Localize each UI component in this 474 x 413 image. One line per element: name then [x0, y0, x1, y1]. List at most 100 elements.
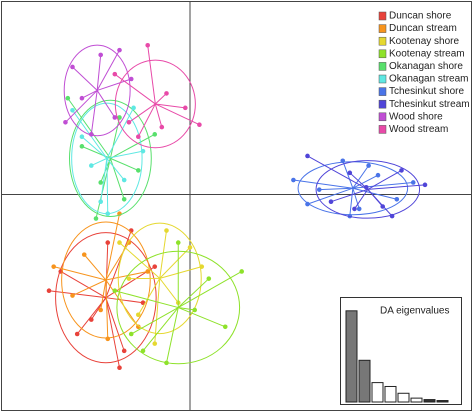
legend-label: Tchesinkut shore — [389, 86, 464, 97]
spoke — [342, 160, 354, 189]
spoke — [352, 188, 360, 210]
spoke — [142, 307, 179, 352]
spoke — [105, 297, 144, 304]
point — [126, 119, 132, 125]
point — [199, 264, 205, 269]
point — [136, 134, 141, 140]
point — [328, 199, 334, 204]
point — [164, 91, 169, 96]
bar — [397, 392, 410, 403]
point — [98, 180, 103, 185]
spoke — [110, 157, 139, 171]
legend-swatch — [378, 74, 387, 84]
spoke — [137, 103, 156, 137]
point — [305, 153, 310, 159]
spoke — [105, 297, 120, 368]
point — [65, 95, 71, 101]
spoke — [119, 242, 161, 279]
legend-swatch — [378, 99, 387, 109]
legend-swatch — [378, 36, 387, 46]
spoke — [178, 307, 195, 311]
spoke — [60, 271, 107, 299]
point — [98, 52, 103, 58]
point — [89, 163, 94, 168]
point — [121, 177, 127, 183]
spoke — [154, 103, 163, 128]
legend-label: Duncan stream — [389, 23, 457, 34]
spoke — [352, 187, 397, 200]
legend-swatch — [378, 112, 387, 122]
point — [126, 276, 132, 281]
spoke — [137, 278, 161, 316]
point — [197, 122, 202, 127]
spoke — [83, 254, 107, 281]
point — [79, 144, 85, 149]
spoke — [106, 158, 109, 214]
point — [51, 264, 56, 269]
legend-label: Kootenay shore — [389, 36, 459, 47]
point — [375, 172, 381, 178]
point — [112, 71, 118, 77]
inset-title: DA eigenvalues — [380, 306, 450, 317]
point — [183, 105, 188, 111]
spoke — [293, 179, 353, 189]
spoke — [81, 89, 98, 99]
spoke — [114, 290, 179, 309]
spoke — [53, 266, 107, 281]
legend-swatch — [378, 87, 387, 96]
ellipse — [55, 232, 157, 364]
point — [239, 269, 244, 274]
point — [291, 177, 296, 183]
point — [128, 76, 134, 82]
point — [121, 196, 127, 202]
legend-label: Kootenay stream — [389, 48, 465, 59]
spoke — [159, 230, 167, 279]
ellipse — [68, 99, 152, 218]
spoke — [367, 184, 426, 190]
point — [187, 245, 193, 250]
point — [74, 331, 80, 337]
point — [394, 196, 400, 202]
point — [46, 288, 52, 294]
legend-label: Wood stream — [389, 124, 448, 135]
spoke — [67, 97, 111, 159]
spoke — [330, 188, 368, 203]
point — [136, 168, 141, 173]
point — [98, 307, 103, 313]
spoke — [97, 78, 132, 91]
spoke — [352, 165, 370, 189]
ellipse — [117, 222, 202, 335]
spoke — [72, 279, 107, 296]
point — [140, 148, 146, 154]
spoke — [91, 157, 108, 167]
bar — [423, 399, 436, 403]
point — [89, 132, 94, 137]
eigenvalue-inset: DA eigenvalues — [340, 297, 462, 405]
point — [128, 331, 134, 337]
spoke — [166, 307, 179, 363]
legend-swatch — [378, 11, 387, 21]
point — [380, 204, 386, 209]
spoke — [106, 107, 135, 159]
point — [98, 199, 103, 204]
spoke — [100, 158, 108, 202]
spoke — [114, 73, 156, 105]
spoke — [147, 45, 156, 105]
point — [305, 201, 310, 207]
bar — [410, 397, 423, 403]
ellipse — [63, 44, 131, 137]
point — [164, 360, 169, 366]
ellipse — [114, 59, 196, 149]
spoke — [354, 189, 369, 210]
spoke — [95, 158, 111, 219]
spoke — [159, 278, 179, 304]
point — [159, 124, 165, 130]
point — [347, 170, 353, 176]
point — [363, 184, 369, 190]
point — [89, 317, 94, 322]
point — [356, 206, 362, 212]
point — [117, 365, 122, 370]
